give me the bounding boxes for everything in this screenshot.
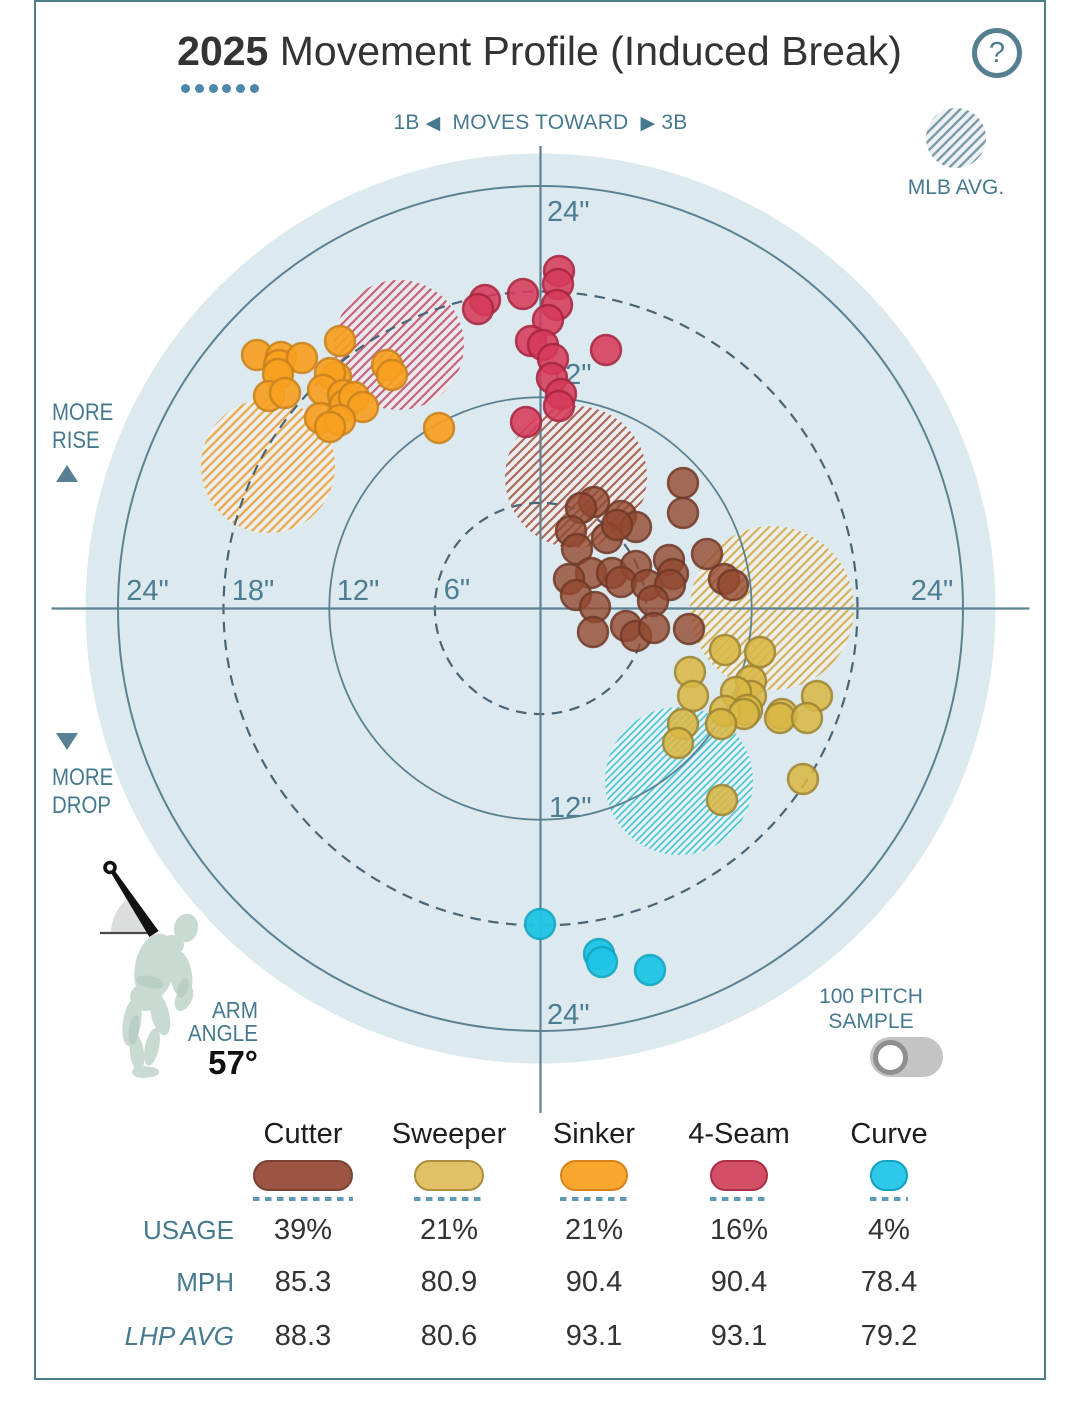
svg-text:18": 18" [232, 575, 275, 607]
svg-text:12": 12" [337, 575, 380, 607]
svg-text:24": 24" [911, 575, 954, 607]
svg-text:24": 24" [547, 999, 590, 1031]
svg-text:6": 6" [444, 574, 470, 606]
svg-text:24": 24" [126, 575, 169, 607]
svg-text:24": 24" [547, 196, 590, 228]
svg-text:12": 12" [549, 792, 592, 824]
